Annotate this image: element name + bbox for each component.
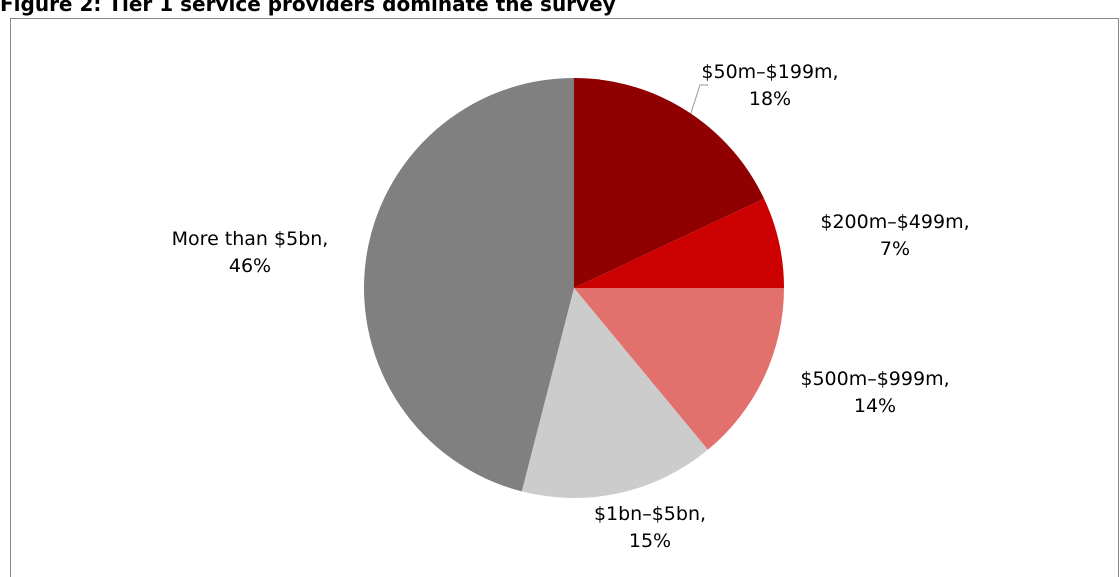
label-separator: , — [833, 61, 839, 83]
category-label: $1bn–$5bn — [594, 503, 700, 525]
pie-slice — [574, 288, 784, 450]
label-separator: , — [944, 368, 950, 390]
chart-title: Figure 2: Tier 1 service providers domin… — [0, 0, 616, 16]
value-label: 46% — [229, 255, 271, 277]
slice-label: $200m–$499m, — [820, 211, 969, 233]
value-label: 7% — [880, 238, 910, 260]
value-label: 15% — [629, 530, 671, 552]
category-label: $200m–$499m — [820, 211, 963, 233]
pie-slice — [574, 198, 784, 288]
leader-line — [689, 84, 708, 117]
value-label: 18% — [749, 88, 791, 110]
label-separator: , — [964, 211, 970, 233]
slice-label: $500m–$999m, — [800, 368, 949, 390]
category-label: $50m–$199m — [701, 61, 832, 83]
slice-label: $1bn–$5bn, — [594, 503, 706, 525]
pie-slice — [574, 78, 765, 288]
category-label: More than $5bn — [172, 228, 323, 250]
label-separator: , — [322, 228, 328, 250]
pie-slice — [363, 77, 574, 492]
value-label: 14% — [854, 395, 896, 417]
label-separator: , — [700, 503, 706, 525]
slice-label: More than $5bn, — [172, 228, 329, 250]
slice-label: $50m–$199m, — [701, 61, 838, 83]
pie-slice — [521, 288, 708, 498]
category-label: $500m–$999m — [800, 368, 943, 390]
